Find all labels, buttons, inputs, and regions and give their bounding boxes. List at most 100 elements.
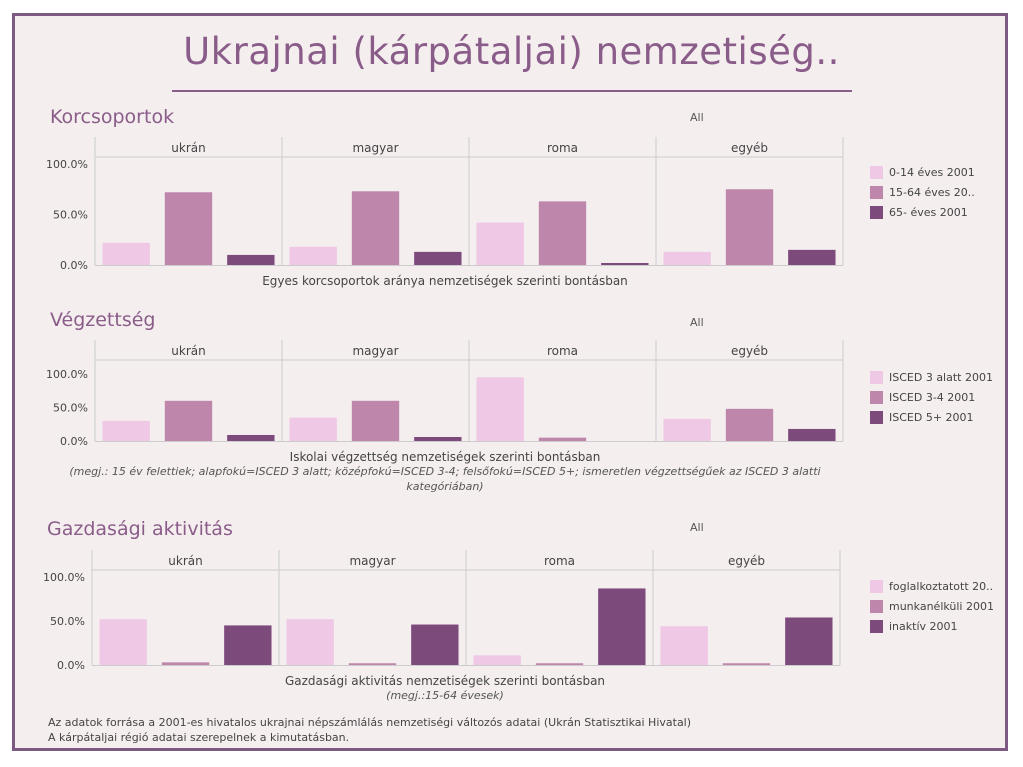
section-title-korcsoportok: Korcsoportok — [50, 106, 175, 128]
y-tick-label: 50.0% — [53, 209, 88, 222]
y-tick-label: 0.0% — [60, 435, 88, 448]
bar — [788, 428, 836, 441]
filter-korcsoportok[interactable]: All — [690, 111, 704, 124]
legend-label: 65- éves 2001 — [889, 205, 968, 219]
bar — [289, 246, 337, 265]
note-vegzettseg: (megj.: 15 év felettiek; alapfokú=ISCED … — [69, 465, 821, 493]
legend-swatch — [870, 579, 883, 593]
bar — [289, 417, 337, 441]
legend-label: 15-64 éves 20.. — [889, 185, 975, 199]
bar — [348, 663, 397, 665]
legend-label: 0-14 éves 2001 — [889, 165, 975, 179]
legend-item: 15-64 éves 20.. — [870, 182, 975, 202]
panel-label-magyar: magyar — [349, 554, 395, 568]
bar — [660, 626, 708, 665]
panel-label-ukrán: ukrán — [168, 554, 202, 568]
bar — [99, 619, 147, 665]
y-tick-label: 100.0% — [46, 158, 88, 171]
y-tick-label: 100.0% — [43, 571, 85, 584]
bar — [227, 434, 275, 441]
bar — [476, 377, 524, 441]
note-gazdasagi-aktivitas: (megj.:15-64 évesek) — [386, 689, 504, 702]
panel-label-magyar: magyar — [352, 141, 398, 155]
legend-swatch — [870, 370, 883, 384]
panel-label-egyéb: egyéb — [728, 554, 765, 568]
bar — [351, 191, 400, 265]
legend-swatch — [870, 165, 883, 179]
title-divider — [172, 90, 852, 92]
legend-swatch — [870, 410, 883, 424]
legend-swatch — [870, 185, 883, 199]
bar — [414, 436, 462, 441]
panel-label-ukrán: ukrán — [171, 141, 205, 155]
legend-item: ISCED 5+ 2001 — [870, 407, 993, 427]
bar — [351, 400, 400, 441]
bar — [227, 254, 275, 265]
caption-gazdasagi-aktivitas: Gazdasági aktivitás nemzetiségek szerint… — [284, 674, 606, 688]
bar — [725, 189, 774, 265]
bar — [473, 655, 521, 665]
bar — [535, 663, 584, 665]
legend-swatch — [870, 599, 883, 613]
caption-vegzettseg: Iskolai végzettség nemzetiségek szerinti… — [289, 450, 601, 464]
legend-gazdasagi-aktivitas: foglalkoztatott 20.. munkanélküli 2001 ina… — [870, 576, 994, 636]
filter-gazdasagi-aktivitas[interactable]: All — [690, 521, 704, 534]
legend-swatch — [870, 390, 883, 404]
legend-label: ISCED 3 alatt 2001 — [889, 370, 993, 384]
legend-item: inaktív 2001 — [870, 616, 994, 636]
filter-vegzettseg[interactable]: All — [690, 316, 704, 329]
bar — [161, 662, 210, 665]
bar — [102, 420, 150, 441]
section-title-gazdasagi-aktivitas: Gazdasági aktivitás — [47, 518, 233, 540]
bar — [725, 408, 774, 441]
legend-label: ISCED 5+ 2001 — [889, 410, 974, 424]
bar — [414, 251, 462, 265]
panel-label-egyéb: egyéb — [731, 344, 768, 358]
caption-korcsoportok: Egyes korcsoportok aránya nemzetiségek s… — [262, 274, 628, 288]
bar — [598, 588, 646, 665]
legend-korcsoportok: 0-14 éves 2001 15-64 éves 20.. 65- éves 20… — [870, 162, 975, 222]
y-tick-label: 50.0% — [50, 615, 85, 628]
legend-item: ISCED 3-4 2001 — [870, 387, 993, 407]
bar — [224, 625, 272, 665]
legend-swatch — [870, 619, 883, 633]
section-title-vegzettseg: Végzettség — [50, 309, 156, 331]
footer-line-1: Az adatok forrása a 2001-es hivatalos uk… — [48, 716, 692, 729]
bar — [663, 418, 711, 441]
legend-swatch — [870, 205, 883, 219]
legend-label: foglalkoztatott 20.. — [889, 579, 994, 593]
bar — [102, 242, 150, 265]
panel-label-roma: roma — [547, 344, 578, 358]
bar — [164, 192, 213, 265]
panel-label-roma: roma — [544, 554, 575, 568]
y-tick-label: 0.0% — [57, 659, 85, 672]
bar — [722, 663, 771, 665]
legend-item: 65- éves 2001 — [870, 202, 975, 222]
bar — [411, 624, 459, 665]
bar — [164, 400, 213, 441]
legend-item: munkanélküli 2001 — [870, 596, 994, 616]
bar — [663, 251, 711, 265]
legend-item: ISCED 3 alatt 2001 — [870, 367, 993, 387]
bar — [788, 249, 836, 265]
bar — [476, 222, 524, 265]
panel-label-ukrán: ukrán — [171, 344, 205, 358]
y-tick-label: 50.0% — [53, 402, 88, 415]
legend-label: inaktív 2001 — [889, 619, 958, 633]
legend-label: munkanélküli 2001 — [889, 599, 994, 613]
bar — [286, 619, 334, 665]
source-footer: Az adatok forrása a 2001-es hivatalos uk… — [48, 715, 691, 745]
panel-label-magyar: magyar — [352, 344, 398, 358]
footer-line-2: A kárpátaljai régió adatai szerepelnek a… — [48, 731, 350, 744]
legend-label: ISCED 3-4 2001 — [889, 390, 976, 404]
legend-item: 0-14 éves 2001 — [870, 162, 975, 182]
bar — [601, 262, 649, 265]
page-title: Ukrajnai (kárpátaljai) nemzetiség.. — [183, 30, 840, 73]
legend-vegzettseg: ISCED 3 alatt 2001 ISCED 3-4 2001 ISCED 5+… — [870, 367, 993, 427]
panel-label-roma: roma — [547, 141, 578, 155]
y-tick-label: 100.0% — [46, 368, 88, 381]
panel-label-egyéb: egyéb — [731, 141, 768, 155]
bar — [538, 201, 587, 265]
bar — [538, 437, 587, 441]
